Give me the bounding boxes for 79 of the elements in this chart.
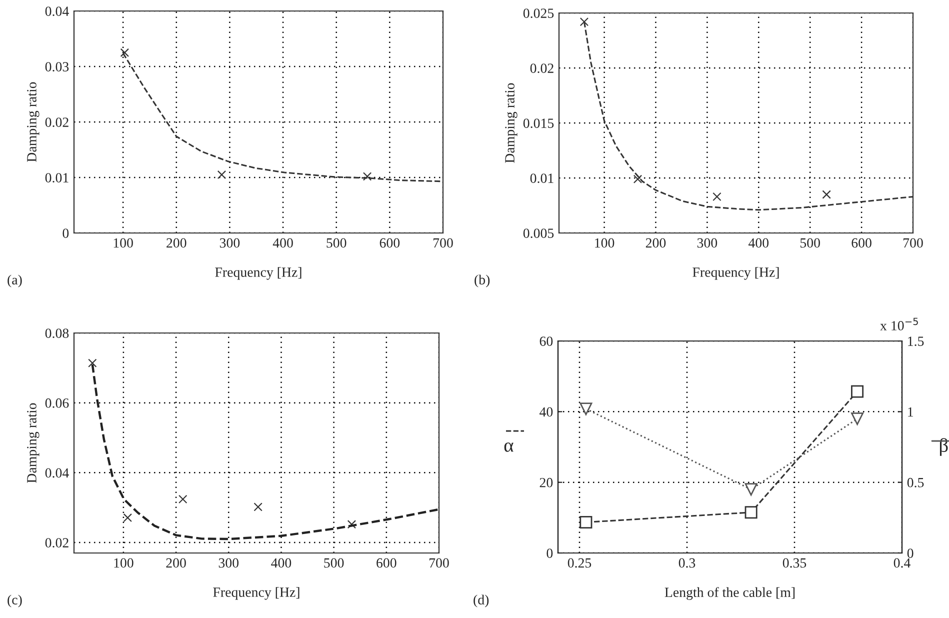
x-tick-label: 600 xyxy=(376,558,396,568)
y2-tick-label: 0 xyxy=(907,548,914,558)
y-tick-label: 0.01 xyxy=(530,174,554,184)
point xyxy=(633,174,642,184)
x-tick-label: 400 xyxy=(748,238,769,248)
x-tick-label: 100 xyxy=(595,238,614,248)
x-tick-label: 300 xyxy=(220,238,240,248)
point xyxy=(254,502,262,512)
point xyxy=(178,494,188,504)
x-tick-label: 400 xyxy=(271,558,292,568)
y-tick-label: 0.03 xyxy=(45,62,69,72)
x-tick-label: 400 xyxy=(272,238,293,248)
point xyxy=(120,48,130,57)
y-tick-label: 0 xyxy=(62,228,69,238)
y-tick-label: 0.02 xyxy=(530,64,554,74)
x-tick-label: 200 xyxy=(646,238,666,248)
y-axis-title: Damping ratio xyxy=(27,82,40,162)
y-tick-label: 40 xyxy=(540,407,553,417)
x-axis-title: Frequency [Hz] xyxy=(215,267,302,280)
y2-tick-label: 0.5 xyxy=(907,478,924,488)
point xyxy=(744,483,758,496)
y-tick-label: 0.06 xyxy=(45,398,69,408)
point xyxy=(217,170,226,180)
text: x 10$^{−5}$ xyxy=(880,318,918,330)
point xyxy=(88,358,97,368)
x-tick-label: 700 xyxy=(434,238,453,248)
x-tick-label: 100 xyxy=(114,558,134,568)
x-tick-label: 200 xyxy=(166,558,186,568)
x-axis-title: Frequency [Hz] xyxy=(213,587,300,600)
y-tick-label: 0.02 xyxy=(45,118,68,128)
y2-tick-label: 1 xyxy=(908,407,913,416)
x-tick-label: 600 xyxy=(852,238,872,248)
x-tick-label: 300 xyxy=(697,238,718,248)
y-tick-label: 0.02 xyxy=(45,538,68,548)
y-axis-title: α xyxy=(504,442,514,452)
text: (d) xyxy=(474,594,489,608)
x-tick-label: 0.3 xyxy=(678,558,696,568)
x-tick-label: 0.4 xyxy=(894,558,910,568)
x-tick-label: 500 xyxy=(324,558,344,568)
point xyxy=(347,520,356,529)
point xyxy=(362,172,372,181)
x-tick-label: 500 xyxy=(800,238,820,248)
x-tick-label: 500 xyxy=(326,238,346,248)
point xyxy=(580,516,592,529)
point xyxy=(712,192,722,202)
x-tick-label: 100 xyxy=(114,238,133,248)
y-axis-title: Damping ratio xyxy=(505,83,518,163)
x-tick-label: 200 xyxy=(166,238,186,248)
y-tick-label: 0.01 xyxy=(45,173,68,183)
y-tick-label: 0.04 xyxy=(45,468,69,478)
x-axis-title: Frequency [Hz] xyxy=(692,267,779,280)
y-tick-label: 0 xyxy=(546,548,553,558)
point xyxy=(744,506,758,519)
x-tick-label: 700 xyxy=(430,558,449,568)
x-tick-label: 600 xyxy=(380,238,400,248)
point xyxy=(851,412,864,425)
point xyxy=(123,513,132,522)
y-axis-title: Damping ratio xyxy=(27,403,40,483)
y-tick-label: 0.005 xyxy=(523,228,554,238)
y2-tick-label: 1.5 xyxy=(908,336,924,346)
y-tick-label: 0.04 xyxy=(45,6,69,16)
y-tick-label: 0.025 xyxy=(523,8,554,18)
x-tick-label: 300 xyxy=(218,558,239,568)
text: (c) xyxy=(8,594,22,608)
line-series xyxy=(91,363,439,540)
point xyxy=(580,402,592,416)
point xyxy=(822,190,831,199)
text: (a) xyxy=(8,274,22,288)
y-tick-label: 0.015 xyxy=(523,118,554,128)
point xyxy=(580,17,589,26)
point xyxy=(851,385,864,398)
y-tick-label: 20 xyxy=(540,478,553,488)
x-tick-label: 0.35 xyxy=(782,558,806,568)
y-tick-label: 0.08 xyxy=(45,328,69,338)
x-tick-label: 0.25 xyxy=(568,558,592,568)
text: (b) xyxy=(474,274,490,288)
x-axis-title: Length of the cable [m] xyxy=(664,587,795,600)
x-tick-label: 700 xyxy=(904,238,923,248)
y-tick-label: 60 xyxy=(540,336,553,346)
